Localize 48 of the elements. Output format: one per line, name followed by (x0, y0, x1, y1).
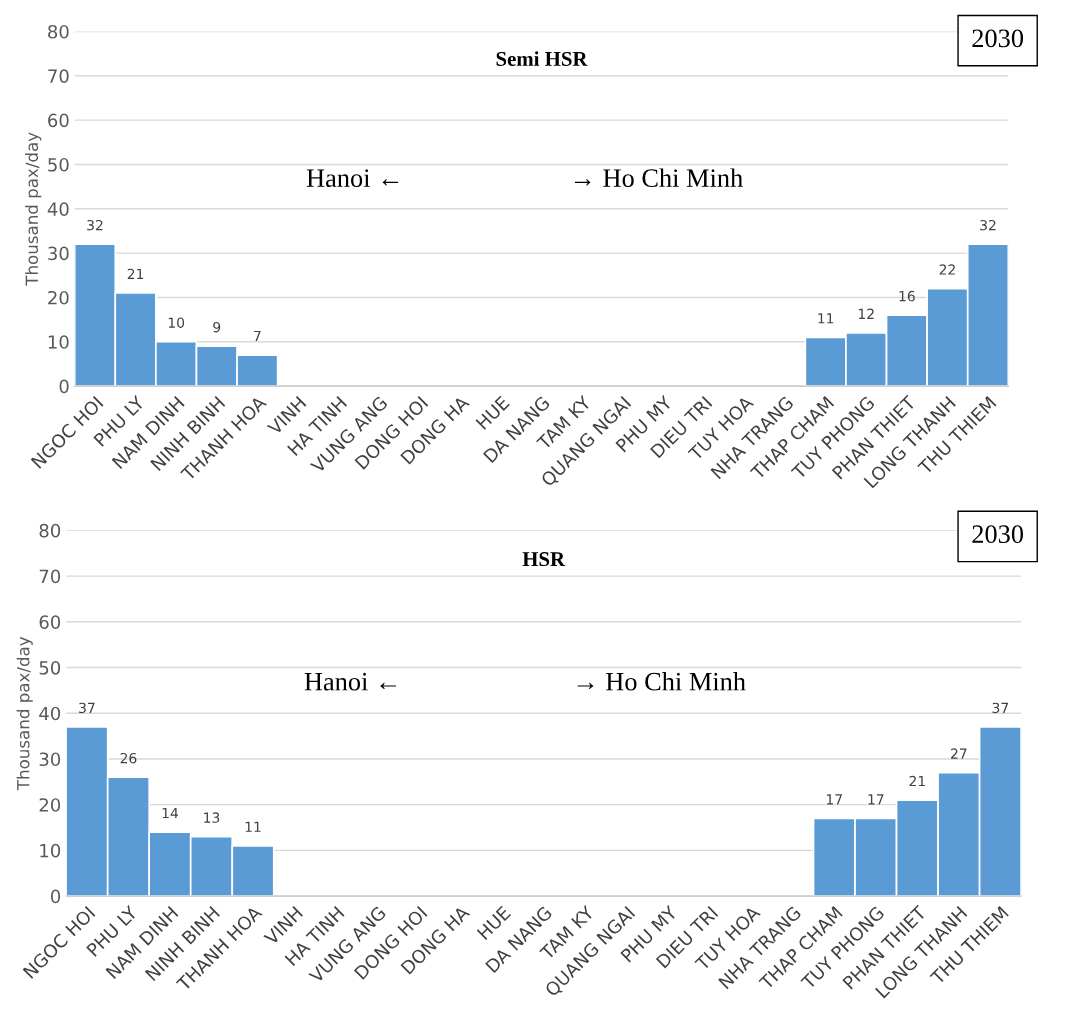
y-tick-label: 10 (48, 335, 69, 349)
y-tick-label: 0 (51, 889, 61, 904)
y-axis-title: Thousand pax/day (25, 132, 42, 286)
data-label: 21 (127, 268, 144, 279)
annotation: → Ho Chi Minh (577, 672, 746, 691)
y-tick-label: 70 (39, 569, 61, 584)
y-tick-label: 30 (48, 246, 69, 261)
data-label: 7 (254, 330, 261, 342)
y-tick-label: 20 (48, 290, 69, 305)
text: Semi HSR (496, 51, 588, 66)
data-label: 21 (909, 775, 925, 787)
data-label: 12 (858, 308, 874, 319)
y-tick-label: 60 (48, 113, 69, 128)
data-label: 32 (87, 219, 103, 231)
y-tick-label: 30 (39, 752, 61, 767)
data-label: 10 (168, 317, 185, 328)
data-label: 26 (120, 752, 137, 764)
data-label: 11 (245, 821, 261, 832)
text: HSR (522, 552, 566, 567)
y-tick-label: 50 (39, 660, 61, 675)
annotation: Hanoi ← (306, 169, 399, 188)
data-label: 27 (951, 748, 967, 759)
y-tick-label: 10 (40, 843, 61, 858)
data-label: 22 (939, 264, 955, 275)
y-tick-label: 40 (39, 706, 61, 721)
data-label: 14 (162, 807, 179, 819)
data-label: 13 (204, 812, 220, 823)
y-tick-label: 0 (59, 379, 69, 394)
data-label: 37 (79, 702, 95, 714)
y-tick-label: 60 (39, 615, 61, 629)
y-tick-label: 40 (47, 202, 69, 216)
y-tick-label: 80 (48, 24, 69, 39)
annotation: → Ho Chi Minh (574, 168, 743, 188)
y-tick-label: 70 (48, 69, 69, 83)
data-label: 16 (899, 290, 915, 302)
data-label: 9 (213, 321, 221, 333)
data-label: 37 (992, 702, 1009, 714)
data-label: 11 (818, 313, 834, 324)
y-tick-label: 80 (39, 523, 61, 538)
y-axis-title: Thousand pax/day (16, 636, 33, 791)
y-tick-label: 20 (39, 798, 61, 812)
y-tick-label: 50 (48, 157, 69, 172)
data-label: 32 (980, 219, 996, 231)
annotation: 2030 (972, 525, 1024, 544)
data-label: 17 (868, 794, 884, 805)
annotation: 2030 (972, 29, 1024, 48)
data-label: 17 (826, 794, 842, 805)
annotation: Hanoi ← (304, 672, 396, 691)
